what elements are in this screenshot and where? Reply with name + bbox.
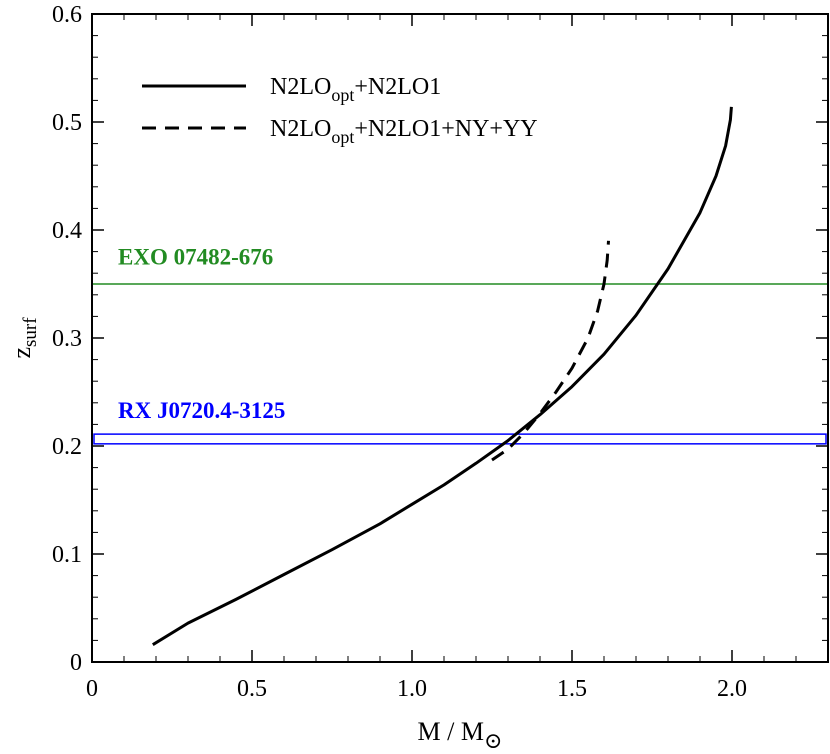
series-line-dashed (491, 240, 610, 462)
x-tick-label: 2.0 (717, 676, 747, 702)
annotations-layer: EXO 07482-676 RX J0720.4-3125 (92, 245, 828, 445)
x-tick-label: 0.5 (237, 676, 267, 702)
y-tick-label: 0 (70, 650, 82, 676)
y-tick-label: 0.2 (52, 434, 82, 460)
annotation-label: RX J0720.4-3125 (118, 398, 285, 423)
series-layer (152, 106, 733, 646)
y-tick-label: 0.3 (52, 326, 82, 352)
y-tick-label: 0.1 (52, 542, 82, 568)
annotation-label: EXO 07482-676 (118, 245, 273, 270)
rx-band (93, 433, 827, 445)
ticks-layer: 0 0.5 1.0 1.5 2.0 0 0.1 0.2 0.3 0.4 0.5 0.6 (52, 2, 828, 702)
x-axis-label: M / M⊙ (418, 717, 503, 753)
y-tick-label: 0.4 (52, 218, 82, 244)
y-tick-label: 0.5 (52, 110, 82, 136)
y-axis-label-sub: surf (20, 317, 41, 347)
legend-entry-n2lo-opt-n2lo1: N2LOopt+N2LO1 (270, 74, 441, 105)
x-tick-label: 1.0 (397, 676, 427, 702)
series-line-solid (152, 106, 733, 646)
sun-symbol: ⊙ (484, 728, 502, 753)
legend: N2LOopt+N2LO1 N2LOopt+N2LO1+NY+YY (142, 74, 538, 147)
y-axis-label-text: z (7, 347, 36, 359)
y-axis-label: zsurf (7, 317, 41, 359)
legend-entry-n2lo-opt-n2lo1-ny-yy: N2LOopt+N2LO1+NY+YY (270, 116, 538, 147)
x-axis-label-text: M / M (418, 717, 484, 746)
x-tick-label: 1.5 (557, 676, 587, 702)
x-tick-label: 0 (86, 676, 98, 702)
y-tick-label: 0.6 (52, 2, 82, 28)
plot-frame (91, 13, 829, 663)
